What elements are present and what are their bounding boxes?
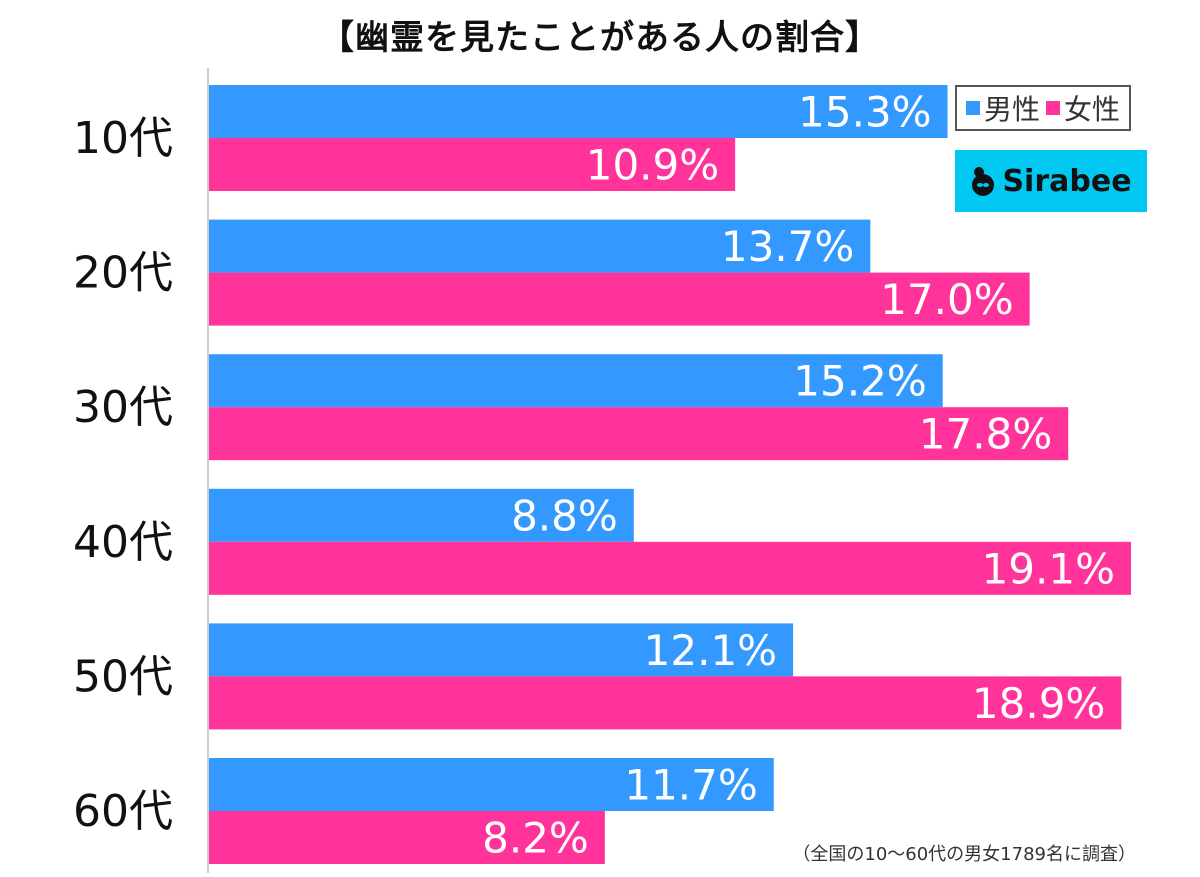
value-label-male: 11.7% <box>624 761 757 810</box>
bar-male <box>209 354 943 408</box>
legend: 男性 女性 <box>955 85 1132 131</box>
value-label-male: 15.3% <box>798 88 931 137</box>
bar-female <box>209 407 1069 461</box>
bar-male <box>209 758 774 811</box>
legend-item-female: 女性 <box>1046 88 1120 128</box>
bar-male <box>209 623 794 677</box>
sirabee-logo-text: Sirabee <box>1002 163 1132 199</box>
bar-male <box>209 488 634 542</box>
legend-label-male: 男性 <box>984 93 1041 126</box>
category-label: 40代 <box>73 517 173 568</box>
bar-female <box>209 811 605 864</box>
chart-title: 【幽霊を見たことがある人の割合】 <box>320 18 880 58</box>
legend-swatch-male <box>966 101 980 115</box>
category-label: 20代 <box>73 248 173 299</box>
value-label-male: 15.2% <box>793 357 926 406</box>
value-label-female: 8.2% <box>482 814 589 863</box>
legend-label-female: 女性 <box>1064 93 1121 126</box>
legend-item-male: 男性 <box>966 88 1040 128</box>
bar-male <box>209 219 871 273</box>
category-label: 50代 <box>73 651 173 702</box>
value-label-male: 13.7% <box>721 222 854 271</box>
value-label-female: 19.1% <box>982 544 1115 593</box>
y-axis-line <box>207 68 209 873</box>
value-label-male: 8.8% <box>511 491 618 540</box>
legend-swatch-female <box>1046 101 1061 115</box>
sirabee-logo: Sirabee <box>955 150 1147 212</box>
value-label-female: 10.9% <box>586 141 719 190</box>
footnote: （全国の10〜60代の男女1789名に調査） <box>792 844 1136 865</box>
bar-female <box>209 272 1030 326</box>
sirabee-logo-icon <box>972 167 995 196</box>
value-label-male: 12.1% <box>644 626 777 675</box>
bar-female <box>209 138 736 191</box>
bar-female <box>209 676 1122 730</box>
category-label: 60代 <box>73 786 173 837</box>
value-label-female: 18.9% <box>972 679 1105 728</box>
bar-male <box>209 85 948 138</box>
value-label-female: 17.8% <box>919 410 1052 459</box>
category-label: 30代 <box>73 382 173 433</box>
category-label: 10代 <box>73 113 173 164</box>
bar-female <box>209 541 1131 595</box>
value-label-female: 17.0% <box>880 275 1013 324</box>
